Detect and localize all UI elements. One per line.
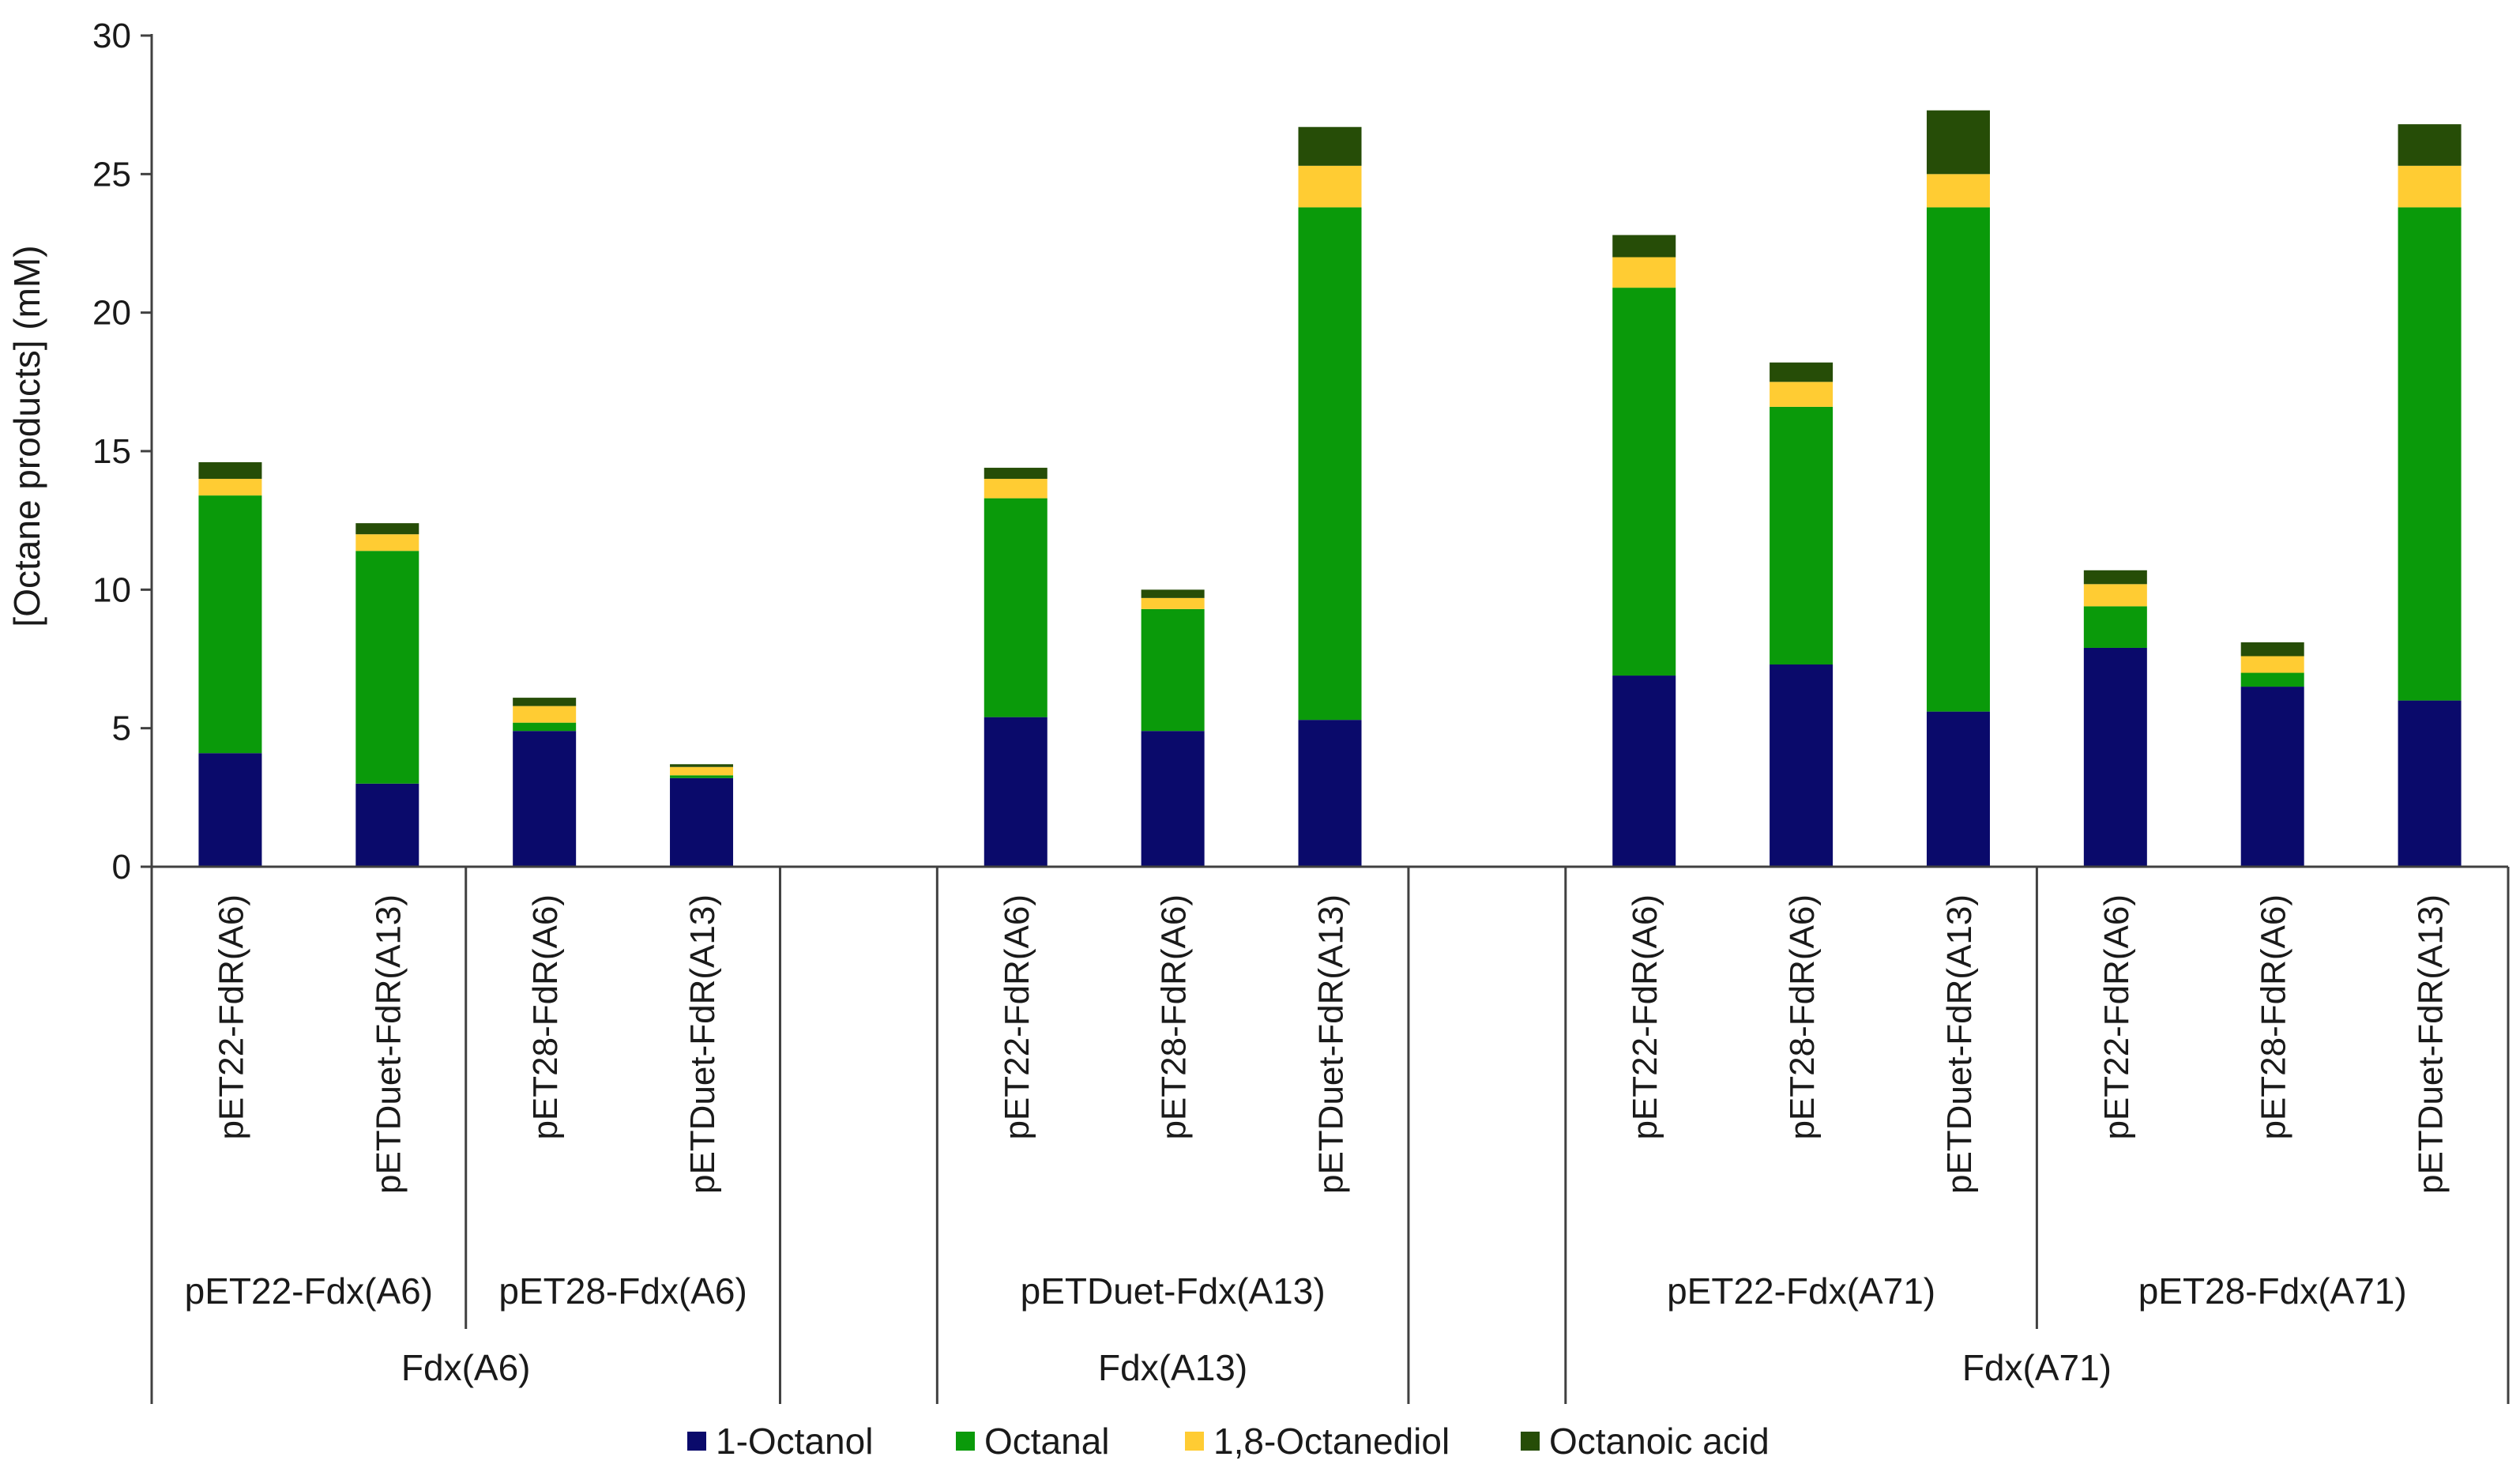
bar-octanediol-segment	[670, 766, 734, 776]
bar-octanoic-acid-segment	[2083, 570, 2147, 585]
bar-octanal-segment	[1612, 288, 1676, 676]
category-label: pET28-FdR(A6)	[1155, 894, 1194, 1140]
category-label: pETDuet-FdR(A13)	[369, 894, 408, 1194]
bar-octanediol-segment	[198, 479, 262, 496]
y-axis-title: [Octane products] (mM)	[6, 245, 47, 627]
bar-octanal-segment	[1298, 207, 1362, 721]
subgroup-label: pETDuet-Fdx(A13)	[1021, 1270, 1326, 1312]
bar-octanoic-acid-segment	[1612, 235, 1676, 258]
bar-octanoic-acid-segment	[2240, 642, 2304, 657]
bar-octanal-segment	[2240, 672, 2304, 687]
bar-octanol-segment	[1612, 676, 1676, 867]
bar-octanal-segment	[2398, 207, 2462, 701]
category-label: pETDuet-FdR(A13)	[1312, 894, 1351, 1194]
legend-swatch	[956, 1432, 975, 1451]
legend-label: 1,8-Octanediol	[1213, 1421, 1450, 1462]
category-label: pETDuet-FdR(A13)	[1940, 894, 1979, 1194]
bar-octanol-segment	[513, 731, 577, 867]
bar-octanediol-segment	[2083, 584, 2147, 607]
y-tick-label: 20	[92, 294, 131, 333]
subgroup-label: pET22-Fdx(A6)	[185, 1270, 433, 1312]
bar-octanediol-segment	[513, 706, 577, 723]
legend-label: Octanal	[984, 1421, 1110, 1462]
bar-octanediol-segment	[2240, 656, 2304, 673]
bar-octanoic-acid-segment	[1298, 126, 1362, 166]
bar-octanol-segment	[1298, 720, 1362, 867]
bar-octanal-segment	[1770, 406, 1834, 665]
legend-swatch	[1185, 1432, 1204, 1451]
bar-octanal-segment	[2083, 606, 2147, 648]
bar-octanol-segment	[2083, 647, 2147, 867]
bar-octanol-segment	[2398, 700, 2462, 867]
bar-octanediol-segment	[1141, 597, 1205, 609]
category-label: pET22-FdR(A6)	[998, 894, 1036, 1140]
bar-octanoic-acid-segment	[2398, 124, 2462, 166]
subgroup-label: pET28-Fdx(A71)	[2138, 1270, 2407, 1312]
bar-octanediol-segment	[1298, 165, 1362, 208]
bar-octanediol-segment	[1612, 257, 1676, 288]
bar-octanal-segment	[513, 722, 577, 732]
category-label: pET22-FdR(A6)	[212, 894, 250, 1140]
bars	[198, 110, 2462, 867]
bar-octanoic-acid-segment	[984, 468, 1047, 480]
legend-item: 1,8-Octanediol	[1185, 1421, 1450, 1462]
y-tick-label: 15	[92, 432, 131, 471]
subgroup-label: pET28-Fdx(A6)	[498, 1270, 747, 1312]
bar-octanol-segment	[670, 777, 734, 867]
bar-octanoic-acid-segment	[355, 523, 419, 535]
bar-octanol-segment	[1141, 731, 1205, 867]
legend: 1-Octanol Octanal 1,8-Octanediol Octanoic a…	[687, 1421, 1770, 1462]
bar-octanal-segment	[1926, 207, 1990, 712]
bar-octanal-segment	[198, 495, 262, 754]
category-label: pET22-FdR(A6)	[2097, 894, 2136, 1140]
bar-octanediol-segment	[355, 534, 419, 551]
bar-octanol-segment	[198, 753, 262, 867]
y-tick-label: 5	[112, 710, 131, 748]
category-label: pETDuet-FdR(A13)	[683, 894, 722, 1194]
bar-octanol-segment	[355, 783, 419, 867]
x-axis: pET22-FdR(A6) pETDuet-FdR(A13) pET28-FdR(A…	[150, 865, 2510, 1404]
group-label: Fdx(A6)	[401, 1347, 531, 1388]
bar-octanediol-segment	[2398, 165, 2462, 208]
legend-label: 1-Octanol	[716, 1421, 873, 1462]
legend-swatch	[687, 1432, 706, 1451]
category-label: pET28-FdR(A6)	[2255, 894, 2293, 1140]
category-label: pET28-FdR(A6)	[1783, 894, 1822, 1140]
bar-octanol-segment	[1770, 664, 1834, 867]
bar-octanal-segment	[670, 775, 734, 778]
bar-octanal-segment	[984, 498, 1047, 717]
bar-octanediol-segment	[1926, 174, 1990, 208]
bar-octanoic-acid-segment	[1141, 589, 1205, 598]
y-axis: 0 5 10 15 20 25 30	[92, 17, 153, 886]
bar-octanoic-acid-segment	[198, 462, 262, 480]
legend-item: Octanal	[956, 1421, 1110, 1462]
subgroup-label: pET22-Fdx(A71)	[1667, 1270, 1935, 1312]
bar-octanediol-segment	[1770, 382, 1834, 407]
y-tick-label: 10	[92, 570, 131, 609]
category-label: pET22-FdR(A6)	[1626, 894, 1664, 1140]
legend-item: Octanoic acid	[1521, 1421, 1770, 1462]
bar-octanoic-acid-segment	[513, 698, 577, 706]
bar-octanol-segment	[2240, 687, 2304, 867]
y-tick-label: 0	[112, 848, 131, 886]
category-label: pET28-FdR(A6)	[526, 894, 565, 1140]
legend-item: 1-Octanol	[687, 1421, 873, 1462]
group-label: Fdx(A13)	[1098, 1347, 1247, 1388]
bar-octanoic-acid-segment	[1926, 110, 1990, 175]
bar-octanol-segment	[1926, 711, 1990, 867]
legend-swatch	[1521, 1432, 1540, 1451]
legend-label: Octanoic acid	[1549, 1421, 1770, 1462]
bar-octanoic-acid-segment	[1770, 362, 1834, 382]
category-label: pETDuet-FdR(A13)	[2412, 894, 2450, 1194]
bar-octanoic-acid-segment	[670, 764, 734, 767]
y-tick-label: 25	[92, 155, 131, 194]
bar-octanediol-segment	[984, 479, 1047, 499]
group-label: Fdx(A71)	[1962, 1347, 2112, 1388]
y-tick-label: 30	[92, 17, 131, 55]
bar-octanal-segment	[1141, 608, 1205, 732]
bar-octanal-segment	[355, 551, 419, 784]
bar-octanol-segment	[984, 717, 1047, 867]
